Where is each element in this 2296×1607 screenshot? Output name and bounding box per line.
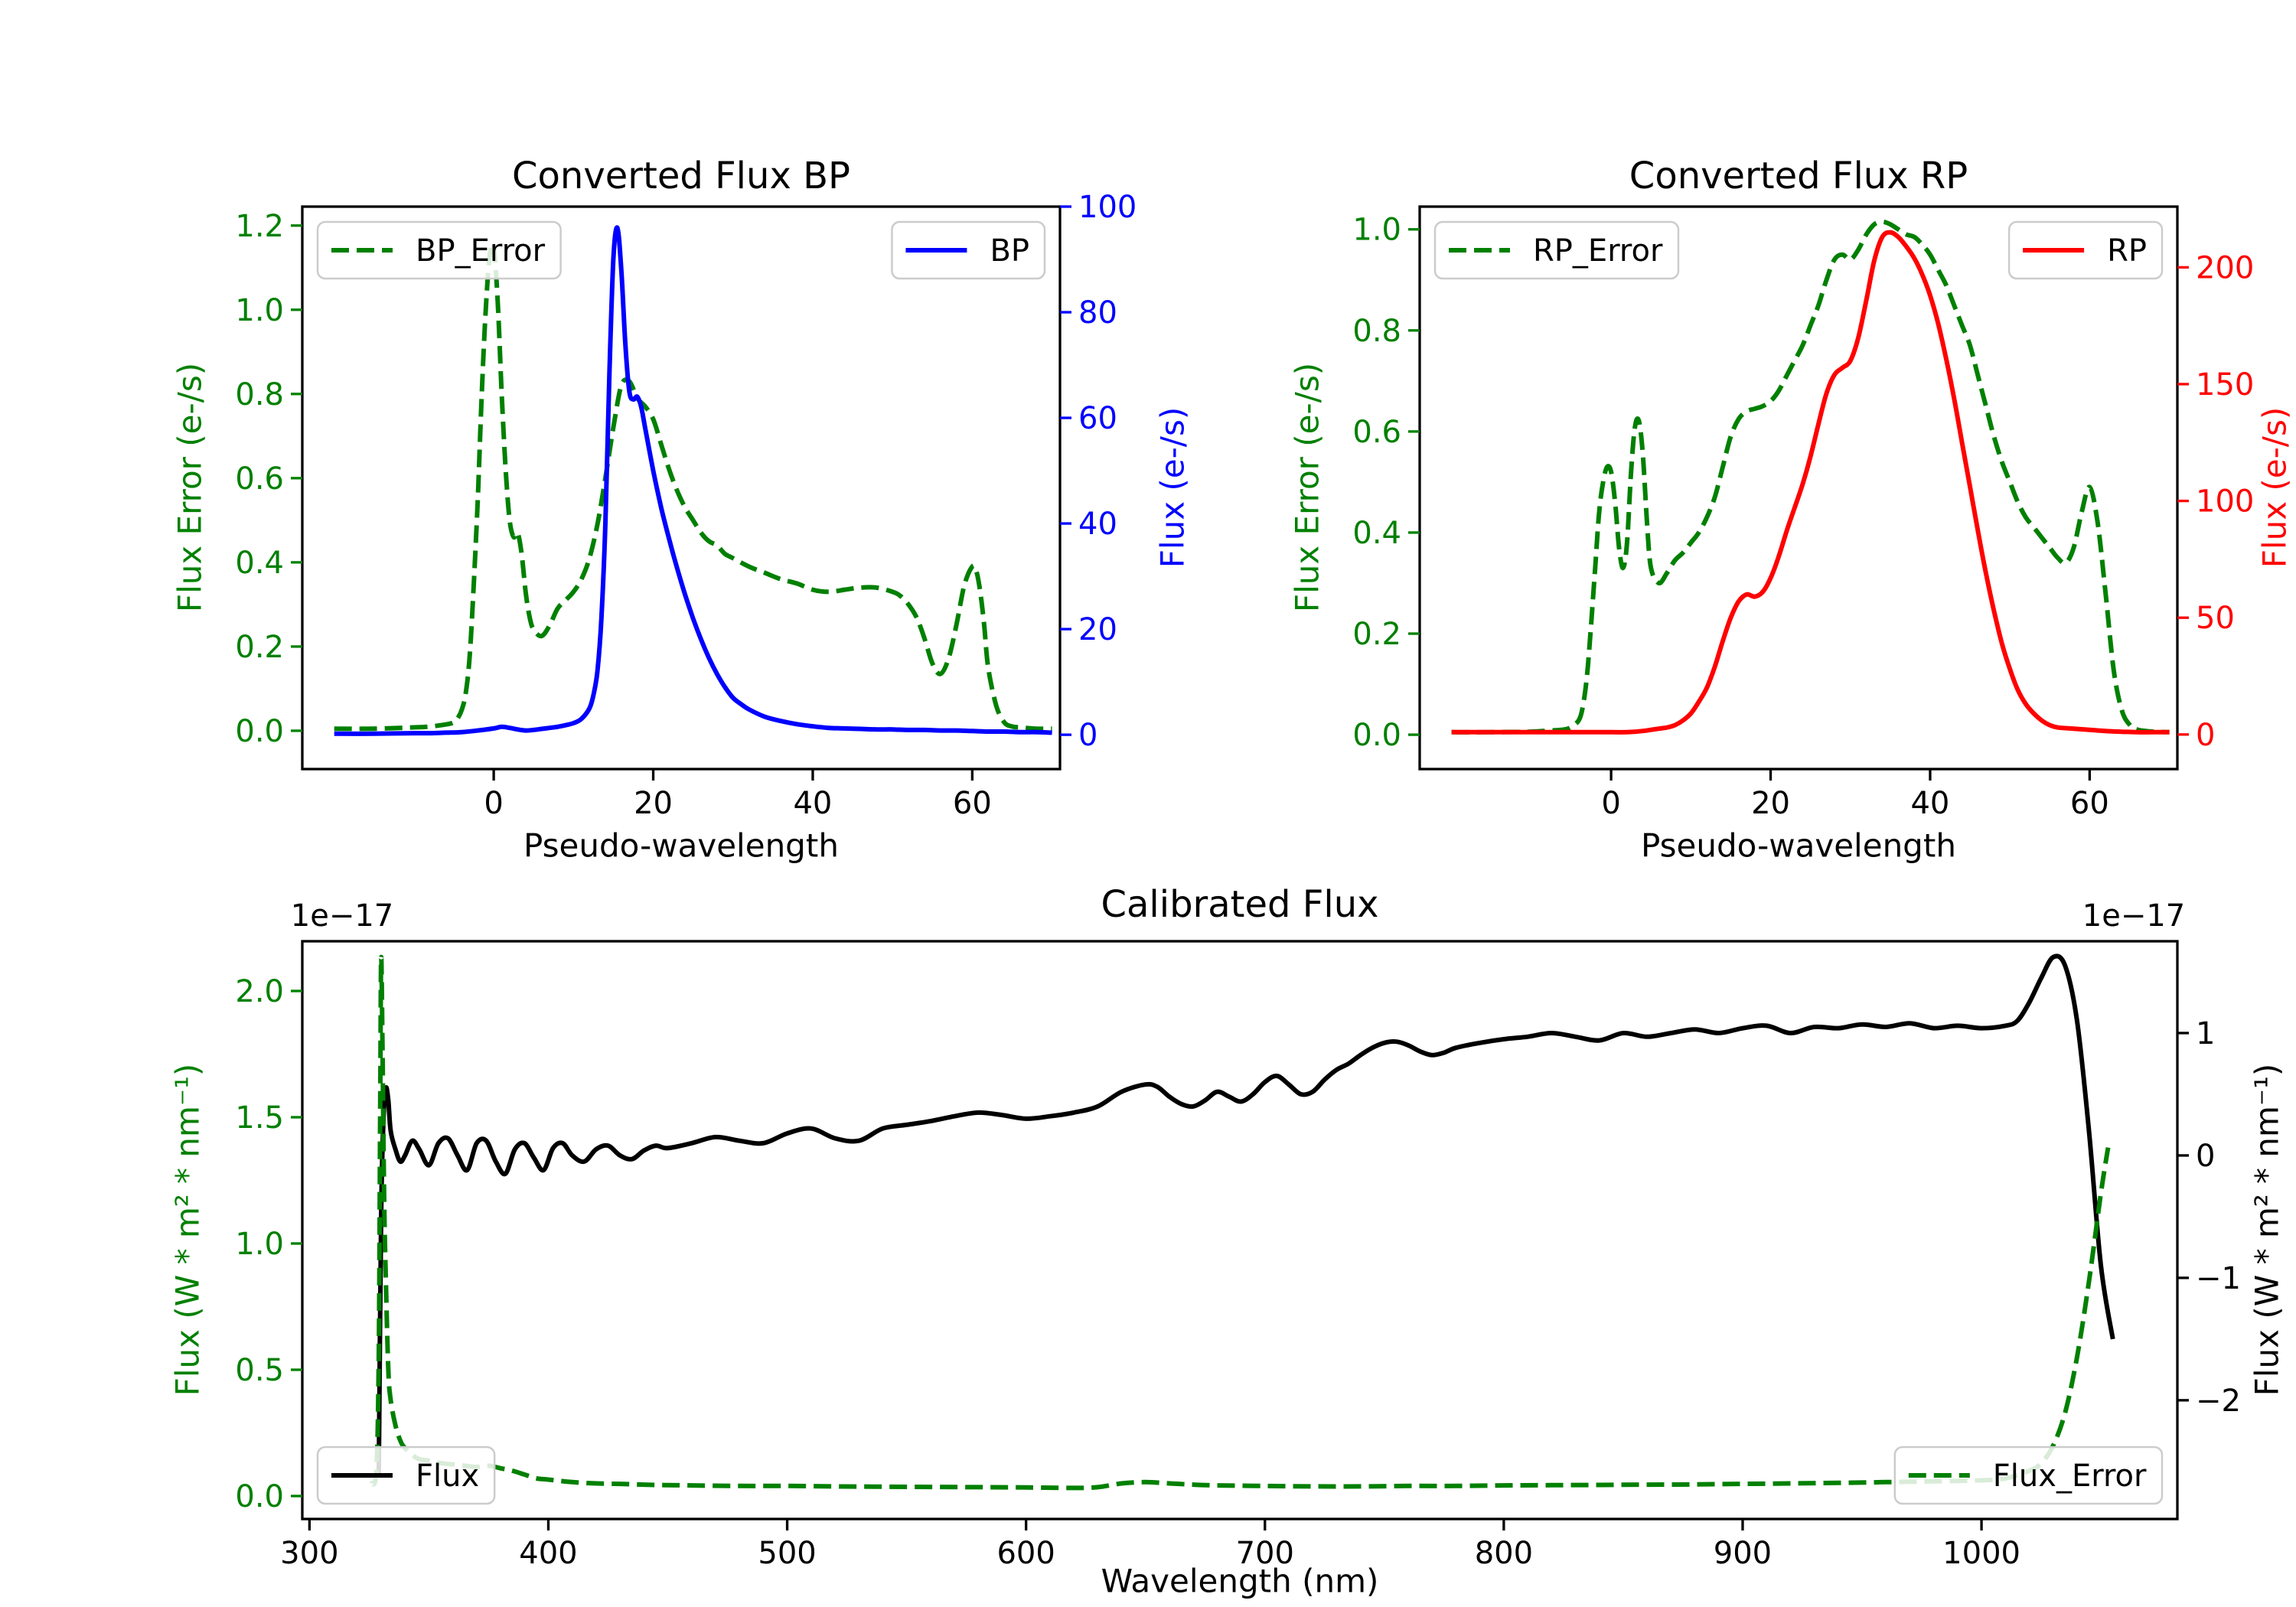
series-Flux_Error	[369, 954, 2111, 1491]
legend-label: Flux	[416, 1459, 479, 1494]
x-tick-label: 700	[1236, 1536, 1294, 1571]
y-axis-label-bp-left: Flux Error (e-/s)	[171, 362, 209, 613]
y-tick-label-right: 100	[2196, 484, 2254, 520]
legend-box	[1433, 220, 1680, 280]
y-tick-label-right: −1	[2196, 1261, 2241, 1296]
x-tick-label: 40	[1910, 786, 1949, 821]
axes-frame	[301, 205, 1062, 771]
legend-box	[891, 220, 1046, 280]
x-tick-label: 60	[2070, 786, 2109, 821]
y-tick-label-left: 0.8	[1352, 314, 1401, 349]
x-tick-label: 800	[1475, 1536, 1533, 1571]
axes-frame	[1418, 205, 2179, 771]
y-tick-label-right: 200	[2196, 250, 2254, 285]
legend-box	[1893, 1446, 2164, 1505]
legend-label: BP_Error	[416, 233, 546, 269]
y-tick-label-left: 0.0	[235, 1479, 284, 1514]
y-tick-label-right: −2	[2196, 1384, 2241, 1419]
legend-box	[2007, 220, 2164, 280]
y-tick-label-right: 0	[2196, 1139, 2215, 1174]
x-tick-label: 40	[793, 786, 832, 821]
x-tick-label: 600	[996, 1536, 1055, 1571]
series-RP_Error	[1451, 219, 2170, 735]
chart-title-rp: Converted Flux RP	[1629, 155, 1968, 197]
series-BP	[334, 225, 1052, 736]
series-RP	[1451, 230, 2170, 735]
y-tick-label-left: 0.6	[235, 461, 284, 497]
y-tick-label-left: 0.0	[1352, 718, 1401, 753]
x-tick-label: 60	[953, 786, 992, 821]
y-axis-label-calibrated-right: Flux (W * m² * nm⁻¹)	[2248, 1063, 2286, 1397]
y-tick-label-right: 80	[1078, 295, 1117, 331]
y-axis-label-rp-left: Flux Error (e-/s)	[1288, 362, 1326, 613]
y-tick-label-right: 0	[2196, 718, 2215, 753]
y-tick-label-left: 0.8	[235, 377, 284, 412]
y-axis-label-bp-right: Flux (e-/s)	[1153, 406, 1192, 569]
x-tick-label: 20	[634, 786, 673, 821]
y-tick-label-left: 1.0	[235, 293, 284, 328]
y-tick-label-left: 1.0	[1352, 213, 1401, 248]
chart-title-calibrated: Calibrated Flux	[1101, 883, 1379, 926]
axes-frame	[301, 940, 2179, 1521]
y-axis-label-rp-right: Flux (e-/s)	[2255, 406, 2294, 569]
x-tick-label: 0	[1601, 786, 1620, 821]
x-tick-label: 900	[1714, 1536, 1772, 1571]
y-tick-label-left: 1.2	[235, 209, 284, 244]
chart-0: 0 20 40 60 0.0 0.2 0.4 0.6 0.8 1.0 1.2 0 20 40 60 80 100…	[235, 190, 1137, 821]
x-tick-label: 20	[1751, 786, 1790, 821]
x-tick-label: 1000	[1942, 1536, 2020, 1571]
y-tick-label-right: 1	[2196, 1016, 2215, 1051]
ticks: 0 20 40 60 0.0 0.2 0.4 0.6 0.8 1.0 1.2 0 20 40 60 80 100	[235, 190, 1137, 821]
legend-label: RP	[2107, 233, 2147, 269]
x-axis-label-rp: Pseudo-wavelength	[1641, 826, 1956, 865]
series-Flux	[376, 953, 2115, 1474]
y-tick-label-left: 1.5	[235, 1100, 284, 1136]
x-axis-label-calibrated: Wavelength (nm)	[1101, 1562, 1379, 1600]
y-tick-label-right: 100	[1078, 190, 1137, 225]
ticks: 0 20 40 60 0.0 0.2 0.4 0.6 0.8 1.0 0 50 100 150 200	[1352, 213, 2254, 821]
legend-RP: RP	[2007, 220, 2164, 280]
y-tick-label-left: 0.0	[235, 714, 284, 749]
legend-label: BP	[990, 233, 1029, 269]
offset-text-left: 1e−17	[290, 898, 394, 934]
legend-BP: BP	[891, 220, 1046, 280]
legend-label: RP_Error	[1533, 233, 1663, 269]
legend-RP_Error: RP_Error	[1433, 220, 1680, 280]
y-tick-label-right: 150	[2196, 367, 2254, 403]
series-BP_Error	[334, 240, 1052, 732]
y-tick-label-right: 60	[1078, 401, 1117, 436]
x-tick-label: 300	[280, 1536, 338, 1571]
y-axis-label-calibrated-left: Flux (W * m² * nm⁻¹)	[168, 1063, 207, 1397]
y-tick-label-right: 40	[1078, 507, 1117, 542]
y-tick-label-right: 0	[1078, 718, 1097, 753]
y-tick-label-left: 2.0	[235, 974, 284, 1009]
y-tick-label-right: 20	[1078, 612, 1117, 647]
chart-1: 0 20 40 60 0.0 0.2 0.4 0.6 0.8 1.0 0 50 100 150 200 RP_…	[1352, 205, 2254, 821]
x-tick-label: 0	[484, 786, 503, 821]
legend-Flux_Error: Flux_Error	[1893, 1446, 2164, 1505]
y-tick-label-left: 0.2	[235, 630, 284, 665]
legend-label: Flux_Error	[1993, 1459, 2147, 1494]
offset-text-right: 1e−17	[2082, 898, 2186, 934]
x-tick-label: 400	[519, 1536, 577, 1571]
legend-BP_Error: BP_Error	[316, 220, 562, 280]
y-tick-label-right: 50	[2196, 601, 2235, 636]
legend-box	[316, 1446, 496, 1505]
y-tick-label-left: 1.0	[235, 1227, 284, 1262]
chart-title-bp: Converted Flux BP	[512, 155, 850, 197]
legend-box	[316, 220, 562, 280]
x-tick-label: 500	[758, 1536, 816, 1571]
y-tick-label-left: 0.5	[235, 1353, 284, 1388]
y-tick-label-left: 0.2	[1352, 617, 1401, 652]
chart-2: 300 400 500 600 700 800 900 1000 0.0 0.5 1.0 1.5 2.0…	[235, 940, 2241, 1571]
x-axis-label-bp: Pseudo-wavelength	[523, 826, 839, 865]
y-tick-label-left: 0.4	[235, 546, 284, 581]
y-tick-label-left: 0.4	[1352, 516, 1401, 551]
ticks: 300 400 500 600 700 800 900 1000 0.0 0.5 1.0 1.5 2.0…	[235, 974, 2241, 1571]
y-tick-label-left: 0.6	[1352, 415, 1401, 450]
legend-Flux: Flux	[316, 1446, 496, 1505]
